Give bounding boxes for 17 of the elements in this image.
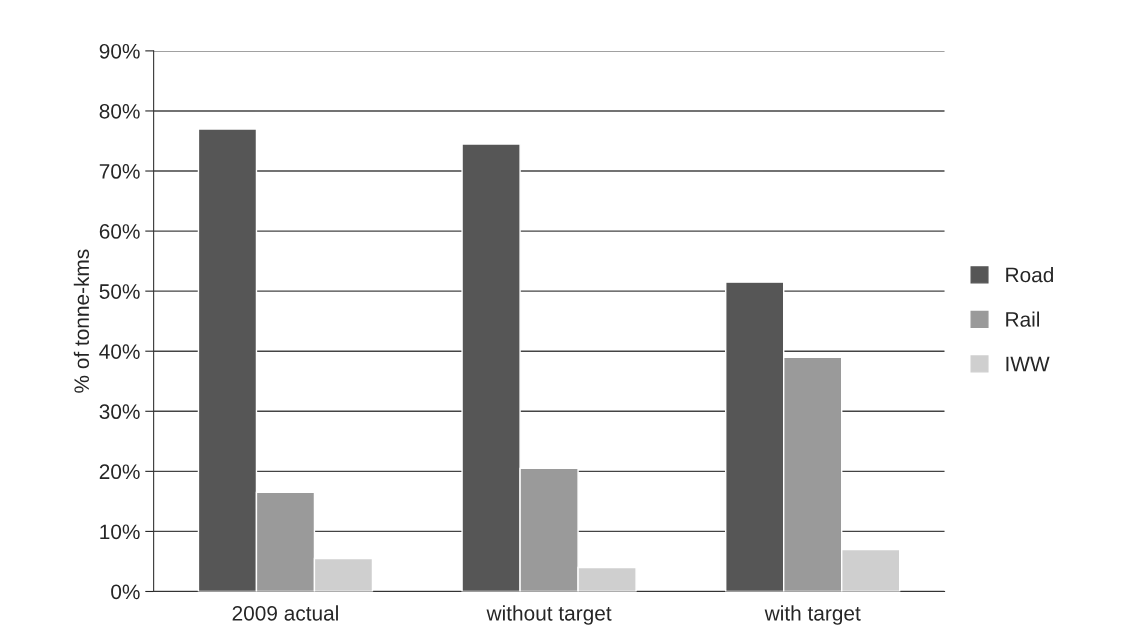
legend-label: Road (1006, 266, 1053, 283)
y-tick-label: 60% (99, 224, 140, 239)
y-tick-label: 40% (99, 344, 140, 359)
y-tick-label: 70% (99, 164, 140, 179)
legend-label: Rail (1006, 311, 1040, 327)
y-tick-label: 80% (99, 103, 140, 119)
y-tick-label: 50% (99, 284, 140, 299)
y-tick-label: 30% (99, 404, 140, 420)
legend-label: IWW (1006, 356, 1050, 372)
x-tick-label: with target (764, 605, 861, 625)
y-tick-label: 10% (100, 524, 140, 540)
y-tick-label: 0% (111, 584, 140, 600)
x-tick-label: without target (486, 605, 612, 625)
x-tick-label: 2009 actual (232, 605, 338, 621)
y-axis-title: % of tonne-kms (73, 249, 90, 393)
y-tick-label: 20% (99, 464, 140, 480)
y-tick-label: 90% (99, 43, 140, 59)
